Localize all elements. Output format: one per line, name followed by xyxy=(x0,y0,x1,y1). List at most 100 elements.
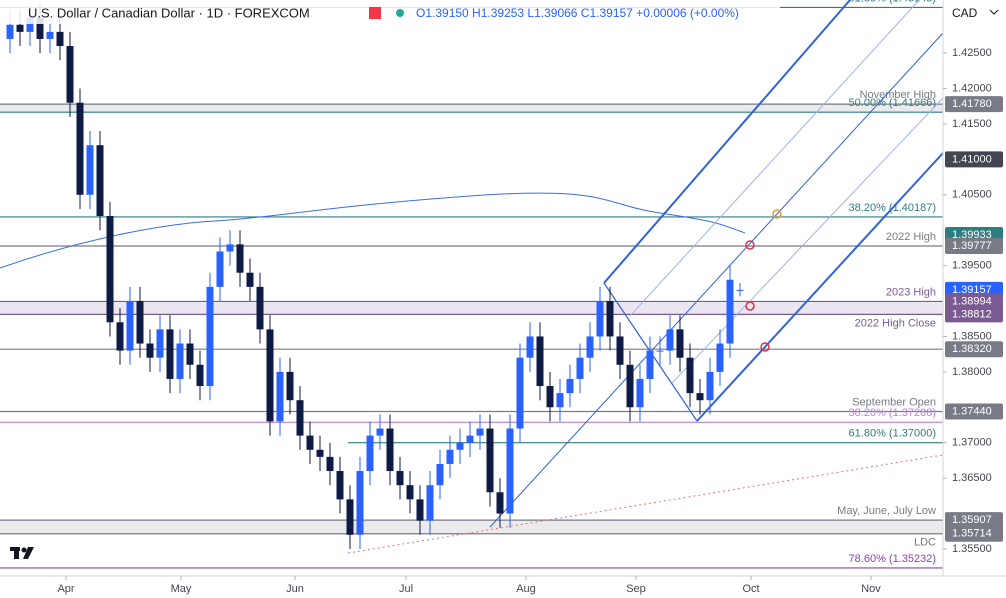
flag-icon xyxy=(369,7,381,19)
x-tick-label: Nov xyxy=(861,583,881,595)
price-badge-label: 1.37440 xyxy=(952,405,992,417)
price-badge xyxy=(945,151,1003,168)
candle-body xyxy=(626,364,634,408)
price-badge xyxy=(945,237,1003,254)
trend-line xyxy=(347,454,944,554)
candle-body xyxy=(186,343,194,365)
candle-body xyxy=(376,428,384,436)
candle-body xyxy=(496,492,504,514)
candle-body xyxy=(736,289,744,291)
candle-body xyxy=(516,357,524,429)
candle-body xyxy=(96,145,104,217)
marker xyxy=(745,240,755,250)
candle-body xyxy=(646,350,654,379)
candle-body xyxy=(366,435,374,472)
level-note: 78.60% (1.35232) xyxy=(849,553,936,565)
candle-body xyxy=(156,329,164,358)
pitchfork-lower xyxy=(696,152,944,422)
candle-body xyxy=(506,428,514,514)
marker xyxy=(760,342,770,352)
candle-body xyxy=(676,329,684,358)
price-badge xyxy=(945,512,1003,529)
marker xyxy=(772,209,782,219)
pitchfork-inner xyxy=(629,0,920,317)
x-tick-label: Sep xyxy=(626,583,646,595)
candle-body xyxy=(526,336,534,358)
candle-body xyxy=(546,386,554,408)
candle-body xyxy=(386,428,394,472)
price-badge-label: 1.41780 xyxy=(952,98,992,110)
price-badge-label: 1.35714 xyxy=(952,528,992,540)
x-tick-label: Aug xyxy=(516,583,536,595)
candle-body xyxy=(206,286,214,387)
candle-body xyxy=(476,428,484,436)
price-badge-label: 1.35907 xyxy=(952,514,992,526)
candle-body xyxy=(456,442,464,450)
x-tick-label: Jun xyxy=(286,583,304,595)
level-band xyxy=(0,104,943,113)
level-note: 2023 High xyxy=(886,286,936,298)
candle-body xyxy=(356,471,364,535)
candle-body xyxy=(226,244,234,252)
price-badge-label: 1.41000 xyxy=(952,153,992,165)
y-tick-label: 1.38000 xyxy=(952,366,992,378)
candle-body xyxy=(656,350,664,352)
price-badge-label: 1.39933 xyxy=(952,229,992,241)
status-dot xyxy=(396,9,404,17)
candle-body xyxy=(306,435,314,450)
symbol-title: U.S. Dollar / Canadian Dollar · 1D · FOR… xyxy=(28,5,310,20)
candle-body xyxy=(6,24,14,39)
candle-body xyxy=(216,251,224,287)
price-badge xyxy=(945,403,1003,420)
candle-body xyxy=(296,400,304,436)
drawings xyxy=(0,0,944,554)
candle-body xyxy=(426,485,434,521)
candle-body xyxy=(716,343,724,372)
candle-body xyxy=(266,329,274,422)
dropdown[interactable] xyxy=(989,9,999,15)
price-badge-label: 1.39157 xyxy=(952,284,992,296)
level-note: 61.80% (1.43145) xyxy=(849,0,936,4)
y-tick-label: 1.40500 xyxy=(952,189,992,201)
y-tick-label: 1.38500 xyxy=(952,330,992,342)
candle-body xyxy=(446,449,454,464)
candle-body xyxy=(616,336,624,365)
candle-body xyxy=(636,378,644,408)
x-tick-label: May xyxy=(171,583,192,595)
candle-body xyxy=(196,364,204,387)
candle-body xyxy=(466,435,474,443)
y-tick-label: 1.35500 xyxy=(952,543,992,555)
price-badge-label: 1.39777 xyxy=(952,240,992,252)
candle-body xyxy=(726,279,734,344)
price-badge xyxy=(945,306,1003,323)
candle-body xyxy=(46,31,54,39)
currency: CAD xyxy=(952,6,978,20)
candle-body xyxy=(406,485,414,500)
level-band xyxy=(0,520,943,534)
candle-body xyxy=(66,46,74,103)
price-badge xyxy=(945,525,1003,542)
candle-body xyxy=(566,378,574,394)
price-badge-label: 1.38320 xyxy=(952,343,992,355)
candle-body xyxy=(126,301,134,351)
candle-body xyxy=(146,343,154,358)
pitchfork-inner xyxy=(671,97,944,384)
pitchfork-upper xyxy=(603,0,851,284)
header-bg xyxy=(0,2,780,24)
level-note: September Open xyxy=(852,396,936,408)
logo-part xyxy=(23,547,34,559)
candle-body xyxy=(116,322,124,351)
y-tick-label: 1.42500 xyxy=(952,47,992,59)
x-tick-label: Oct xyxy=(742,583,759,595)
logo xyxy=(10,547,34,559)
candle-body xyxy=(256,286,264,330)
candle-body xyxy=(606,301,614,337)
candle-body xyxy=(416,499,424,521)
y-tick-label: 1.39500 xyxy=(952,260,992,272)
candle-body xyxy=(236,244,244,273)
marker xyxy=(745,301,755,311)
x-tick-label: Jul xyxy=(399,583,413,595)
candle-body xyxy=(316,449,324,457)
candle-body xyxy=(36,17,44,39)
candle-body xyxy=(686,357,694,394)
